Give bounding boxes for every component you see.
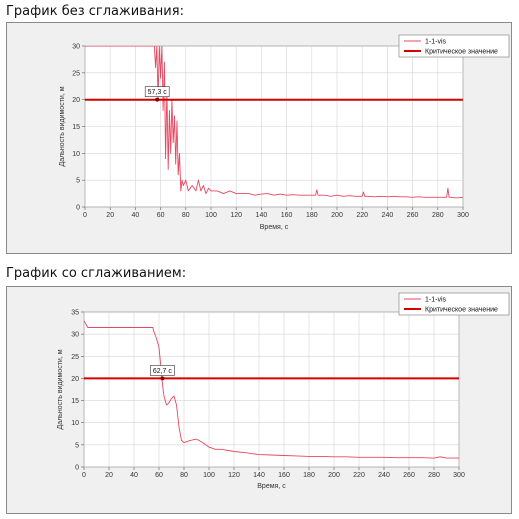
x-tick-label: 0	[82, 472, 86, 479]
x-tick-label: 260	[403, 472, 415, 479]
y-tick-label: 0	[75, 465, 79, 472]
legend-entry-label: Критическое значение	[425, 49, 498, 56]
y-axis-label: Дальность видимости, м	[59, 86, 66, 166]
x-tick-label: 40	[130, 472, 138, 479]
crossing-callout-box	[150, 365, 175, 376]
x-tick-label: 280	[428, 472, 440, 479]
crossing-callout-label: 57,3 с	[148, 89, 168, 96]
x-tick-label: 120	[230, 212, 242, 219]
x-axis-label: Время, с	[257, 483, 286, 490]
x-tick-label: 140	[253, 472, 265, 479]
x-tick-label: 40	[132, 212, 140, 219]
y-tick-label: 20	[71, 376, 79, 383]
legend-entry-label: Критическое значение	[425, 307, 498, 314]
legend-box	[398, 34, 510, 58]
y-tick-label: 0	[76, 205, 80, 212]
y-tick-label: 25	[72, 70, 80, 77]
chart-panel-smoothed: 0 20 40 60 80 100 120 140 160 180 200 220 240 260 280 3…	[6, 286, 512, 514]
x-tick-label: 0	[83, 212, 87, 219]
legend-entry-label: 1-1-vis	[425, 39, 447, 46]
x-tick-label: 180	[306, 212, 318, 219]
y-tick-label: 30	[71, 332, 79, 339]
x-tick-label: 100	[203, 472, 215, 479]
x-tick-label: 20	[105, 472, 113, 479]
x-tick-label: 20	[106, 212, 114, 219]
x-tick-label: 300	[457, 212, 469, 219]
y-axis-label: Дальность видимости, м	[57, 349, 64, 429]
x-axis-label: Время, с	[260, 224, 289, 231]
plot-area	[83, 311, 460, 468]
x-tick-label: 120	[228, 472, 240, 479]
x-tick-label: 80	[180, 472, 188, 479]
y-tick-label: 10	[71, 420, 79, 427]
x-tick-label: 240	[382, 212, 394, 219]
y-tick-label: 20	[72, 97, 80, 104]
x-tick-label: 100	[205, 212, 217, 219]
x-tick-label: 80	[182, 212, 190, 219]
y-tick-label: 30	[72, 44, 80, 51]
y-tick-label: 10	[72, 151, 80, 158]
chart-smoothed: 0 20 40 60 80 100 120 140 160 180 200 220 240 260 280 3…	[57, 292, 510, 490]
x-tick-label: 60	[157, 212, 165, 219]
crossing-marker-point	[155, 97, 160, 102]
legend-box	[398, 292, 510, 316]
chart-unsmoothed: 0 20 40 60 80 100 120 140 160 180 200 220 240 260 280 3…	[59, 34, 510, 231]
crossing-marker-point	[160, 376, 165, 381]
y-tick-label: 35	[71, 310, 79, 317]
x-tick-label: 160	[281, 212, 293, 219]
x-tick-label: 160	[278, 472, 290, 479]
chart-panel-unsmoothed: 0 20 40 60 80 100 120 140 160 180 200 220 240 260 280 3…	[6, 22, 512, 254]
x-tick-label: 200	[331, 212, 343, 219]
x-tick-label: 280	[432, 212, 444, 219]
x-tick-label: 140	[256, 212, 268, 219]
x-tick-label: 260	[407, 212, 419, 219]
x-tick-label: 180	[303, 472, 315, 479]
x-tick-label: 200	[328, 472, 340, 479]
y-tick-label: 15	[71, 398, 79, 405]
y-tick-label: 15	[72, 124, 80, 131]
y-tick-label: 25	[71, 354, 79, 361]
x-tick-label: 60	[155, 472, 163, 479]
y-tick-label: 5	[75, 442, 79, 449]
title-unsmoothed: График без сглаживания:	[6, 4, 184, 19]
x-tick-label: 300	[453, 472, 465, 479]
y-tick-label: 5	[76, 178, 80, 185]
crossing-callout-box	[144, 86, 170, 97]
x-tick-label: 220	[356, 212, 368, 219]
x-tick-label: 220	[353, 472, 365, 479]
visibility-series-line	[84, 320, 459, 459]
x-tick-label: 240	[378, 472, 390, 479]
legend-entry-label: 1-1-vis	[425, 297, 447, 304]
title-smoothed: График со сглаживанием:	[6, 266, 187, 281]
crossing-callout-label: 62,7 с	[153, 368, 173, 375]
